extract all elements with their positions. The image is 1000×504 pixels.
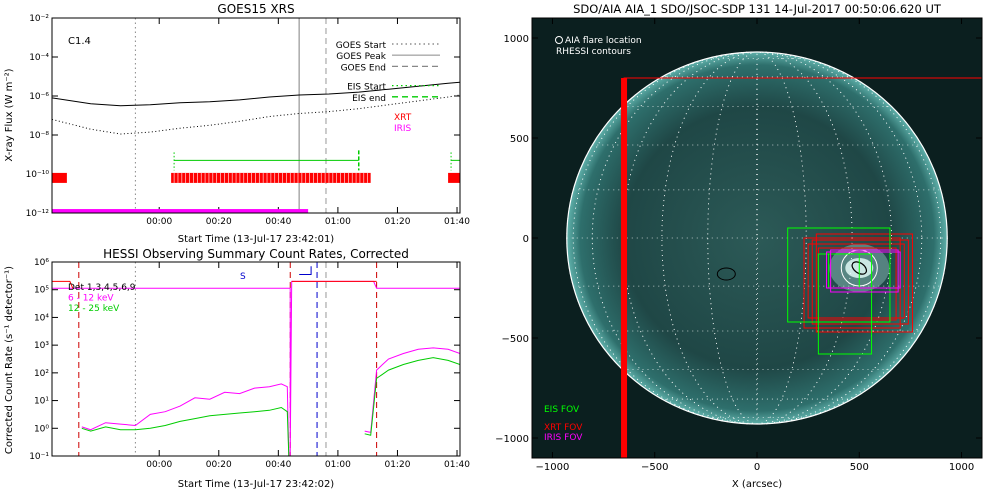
goes-x-tick-label: 01:40	[444, 217, 470, 227]
goes-plot-frame	[51, 17, 461, 214]
fov-legend-label: XRT FOV	[544, 423, 583, 433]
goes-legend-label: IRIS	[394, 124, 412, 134]
rhessi-contour	[716, 267, 736, 281]
fov-legend-label: IRIS FOV	[544, 433, 583, 443]
aia-y-tick-label: 0	[523, 234, 529, 245]
goes-y-label: X-ray Flux (W m⁻²)	[4, 68, 15, 161]
hessi-legend-label: 12 - 25 keV	[68, 304, 120, 314]
goes-x-tick-label: 01:00	[325, 217, 351, 227]
goes-annotation: C1.4	[68, 36, 91, 47]
aia-y-tick-label: 500	[510, 134, 529, 145]
hessi-panel: HESSI Observing Summary Count Rates, Cor…	[4, 247, 470, 490]
aia-x-tick-label: −1000	[536, 462, 570, 473]
aia-x-tick-label: 0	[754, 462, 760, 473]
hessi-legend-label: Det 1,3,4,5,6,9	[68, 283, 136, 293]
aia-y-tick-label: −500	[502, 334, 529, 345]
goes-x-tick-label: 00:20	[206, 217, 232, 227]
aia-legend-label: RHESSI contours	[556, 47, 631, 57]
hessi-s-label: S	[240, 272, 246, 282]
hessi-x-label: Start Time (13-Jul-17 23:42:02)	[178, 479, 335, 490]
hessi-count-series	[364, 347, 460, 434]
fov-box	[811, 239, 909, 325]
hessi-x-tick-label: 00:00	[146, 460, 172, 470]
fov-box	[787, 227, 891, 323]
hessi-count-series	[299, 266, 312, 275]
aia-legend-label: AIA flare location	[565, 36, 642, 46]
hessi-count-series	[81, 383, 290, 456]
goes-y-tick-label: 10⁻⁸	[29, 131, 49, 141]
aia-title: SDO/AIA AIA_1 SDO/JSOC-SDP 131 14-Jul-20…	[573, 2, 942, 16]
fov-box	[815, 233, 913, 333]
fov-legend-label: EIS FOV	[544, 405, 580, 415]
hessi-y-label: Corrected Count Rate (s⁻¹ detector⁻¹)	[4, 266, 15, 454]
goes-legend-label: EIS end	[352, 94, 386, 104]
goes-y-tick-label: 10⁻⁴	[29, 53, 49, 63]
goes-legend-label: GOES Peak	[336, 52, 386, 62]
goes-x-tick-label: 00:00	[146, 217, 172, 227]
hessi-x-tick-label: 01:40	[444, 460, 470, 470]
hessi-legend-label: 6 - 12 keV	[68, 294, 114, 304]
goes-legend-label: EIS Start	[347, 83, 386, 93]
xrt-observation-bar	[52, 172, 67, 183]
goes-flux-series	[52, 81, 460, 107]
goes-panel: GOES15 XRS Start Time (13-Jul-17 23:42:0…	[4, 2, 470, 245]
aia-x-label: X (arcsec)	[732, 479, 782, 490]
fov-box	[826, 251, 901, 289]
goes-x-tick-label: 01:20	[384, 217, 410, 227]
goes-x-tick-label: 00:40	[265, 217, 291, 227]
hessi-y-tick-label: 10⁰	[34, 424, 49, 434]
iris-observation-bar	[52, 209, 309, 213]
aia-x-tick-label: 500	[850, 462, 869, 473]
hessi-y-tick-label: 10¹	[34, 397, 49, 407]
hessi-y-tick-label: 10⁶	[34, 258, 49, 268]
hessi-x-tick-label: 01:20	[384, 460, 410, 470]
hessi-x-tick-label: 00:40	[265, 460, 291, 470]
xrt-observation-bar	[448, 172, 460, 183]
hessi-y-tick-label: 10⁻¹	[29, 452, 49, 462]
goes-y-tick-label: 10⁻²	[29, 14, 49, 24]
hessi-y-tick-label: 10³	[34, 341, 49, 351]
goes-y-tick-label: 10⁻⁶	[29, 92, 49, 102]
xrt-fov-edge	[621, 78, 628, 458]
hessi-x-tick-label: 01:00	[325, 460, 351, 470]
hessi-y-tick-label: 10⁴	[34, 313, 49, 323]
hessi-count-series	[52, 280, 74, 289]
goes-legend-label: XRT	[394, 113, 412, 123]
aia-x-tick-label: 1000	[949, 462, 974, 473]
flare-location-marker	[555, 36, 563, 44]
goes-legend-label: GOES Start	[336, 41, 387, 51]
hessi-y-tick-label: 10⁵	[34, 286, 49, 296]
hessi-plot-frame	[51, 261, 461, 457]
goes-legend-label: GOES End	[341, 63, 386, 73]
goes-y-tick-label: 10⁻¹²	[26, 209, 50, 219]
goes-y-tick-label: 10⁻¹⁰	[26, 170, 50, 180]
goes-x-label: Start Time (13-Jul-17 23:42:01)	[178, 234, 335, 245]
aia-plot-frame	[531, 17, 983, 459]
hessi-count-series	[81, 406, 290, 456]
solar-limb	[566, 51, 948, 425]
goes-title: GOES15 XRS	[217, 2, 294, 16]
aia-panel: SDO/AIA AIA_1 SDO/JSOC-SDP 131 14-Jul-20…	[495, 2, 983, 490]
aia-y-tick-label: 1000	[504, 34, 529, 45]
hessi-y-tick-label: 10²	[34, 369, 49, 379]
longitude-grid-line	[756, 51, 758, 425]
fov-box	[807, 243, 905, 319]
hessi-x-tick-label: 00:20	[206, 460, 232, 470]
hessi-count-series	[364, 357, 460, 436]
aia-y-tick-label: −1000	[495, 434, 529, 445]
fov-box	[830, 249, 899, 293]
hessi-title: HESSI Observing Summary Count Rates, Cor…	[103, 247, 409, 261]
rhessi-contour	[851, 261, 868, 275]
aia-x-tick-label: −500	[641, 462, 668, 473]
